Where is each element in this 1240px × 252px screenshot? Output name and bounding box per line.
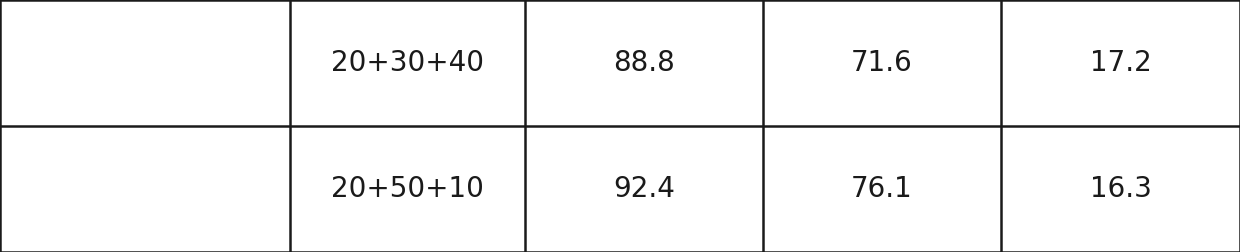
Text: 71.6: 71.6 xyxy=(851,49,913,77)
Text: 88.8: 88.8 xyxy=(613,49,675,77)
Text: 16.3: 16.3 xyxy=(1090,175,1152,203)
Text: 20+50+10: 20+50+10 xyxy=(331,175,484,203)
Text: 92.4: 92.4 xyxy=(613,175,675,203)
Text: 20+30+40: 20+30+40 xyxy=(331,49,484,77)
Text: 17.2: 17.2 xyxy=(1090,49,1152,77)
Text: 76.1: 76.1 xyxy=(851,175,913,203)
